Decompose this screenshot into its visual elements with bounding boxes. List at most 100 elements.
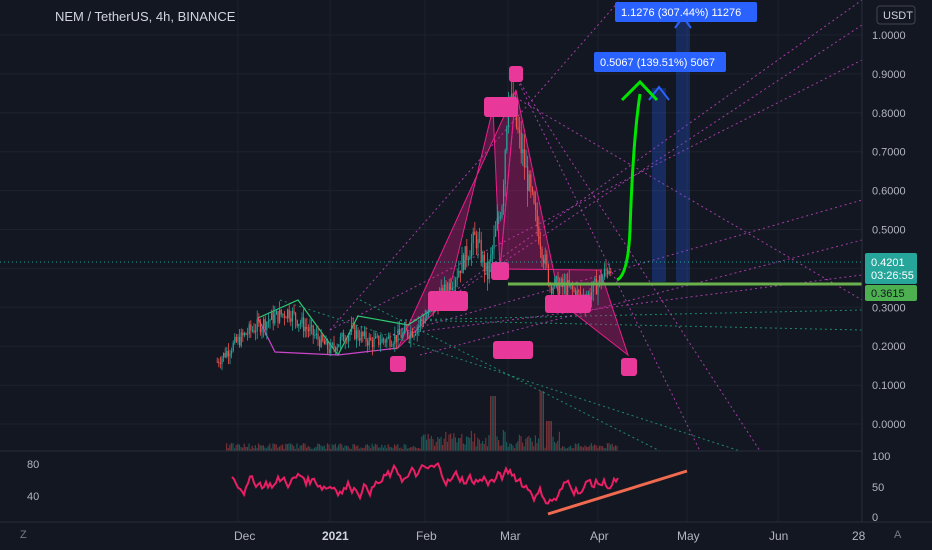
candle-body [378, 335, 380, 345]
pattern-wing-right[interactable] [499, 89, 629, 357]
projection-range-2[interactable] [676, 18, 690, 282]
candle-body [359, 337, 361, 341]
candle-body [405, 327, 407, 331]
candle-body [487, 262, 489, 280]
candle-body [451, 287, 454, 290]
measurement-label-box[interactable] [615, 2, 757, 22]
pattern-point-marker[interactable] [390, 356, 406, 372]
candle-body [317, 333, 319, 340]
pattern-point-marker[interactable] [545, 295, 591, 313]
candle-body [235, 336, 238, 342]
candle-body [533, 192, 535, 204]
candle-body [520, 132, 522, 154]
volume-bar [426, 439, 428, 451]
volume-bar [368, 445, 370, 451]
auto-scale-a-icon[interactable]: A [894, 529, 902, 541]
pattern-point-marker[interactable] [621, 358, 637, 376]
currency-badge[interactable]: USDT [876, 5, 916, 25]
volume-bar [363, 447, 365, 451]
pattern-point-marker[interactable] [493, 341, 533, 359]
candle-body [483, 254, 486, 272]
volume-bar [498, 440, 500, 451]
candle-body [464, 246, 466, 270]
volume-bar [306, 447, 308, 451]
current-price-label[interactable]: 0.4201 03:26:55 [0, 253, 917, 284]
candle-body [450, 282, 452, 290]
target-projections[interactable]: 0.5067 (139.51%) 5067 1.1276 (307.44%) 11… [594, 2, 757, 282]
volume-bar [557, 440, 559, 451]
candle-body [349, 331, 351, 336]
candle-body [280, 309, 282, 315]
candle-body [346, 341, 348, 343]
pattern-point-marker[interactable] [491, 262, 509, 280]
candle-body [303, 317, 305, 332]
volume-bar [453, 433, 455, 451]
volume-bar [542, 391, 544, 451]
volume-bar [323, 445, 325, 451]
support-price-value: 0.3615 [871, 288, 905, 300]
harmonic-pattern[interactable] [257, 89, 629, 357]
volume-bar [429, 438, 431, 451]
volume-bar [573, 448, 575, 451]
candle-body [407, 330, 409, 337]
volume-bar [291, 444, 293, 451]
price-tick-label: 0.9000 [872, 69, 906, 81]
candle-body [343, 333, 345, 342]
candle-body [495, 229, 497, 237]
volume-bar [322, 446, 324, 451]
rsi-trendline[interactable] [547, 469, 688, 516]
candle-body [216, 361, 218, 363]
candle-body [295, 312, 297, 321]
fan-line [392, 0, 863, 336]
volume-bar [424, 434, 426, 451]
candle-body [282, 313, 284, 315]
price-axis-ticks[interactable]: 1.00000.90000.80000.70000.60000.50000.40… [872, 30, 906, 431]
candle-body [411, 331, 414, 338]
volume-bar [382, 447, 384, 451]
projection-range-1[interactable] [652, 88, 666, 282]
candle-body [376, 335, 378, 337]
volume-bar [346, 445, 348, 451]
pattern-point-marker[interactable] [484, 97, 518, 117]
volume-bar [606, 443, 608, 451]
volume-bar [245, 446, 247, 451]
candle-body [338, 344, 340, 347]
candle-body [402, 332, 404, 338]
candle-body [504, 150, 506, 185]
volume-bar [456, 442, 458, 451]
candle-body [239, 337, 241, 346]
support-price-label[interactable]: 0.3615 [865, 285, 917, 301]
fan-line [399, 319, 863, 331]
measurement-label-box[interactable] [594, 52, 726, 72]
candle-body [418, 325, 420, 328]
volume-bars [226, 391, 618, 451]
volume-bar [240, 446, 242, 451]
candle-body [603, 268, 606, 278]
time-axis[interactable]: Dec 2021 Feb Mar Apr May Jun 28 [234, 529, 866, 543]
candle-body [309, 326, 311, 332]
measurement-label-text: 1.1276 (307.44%) 11276 [621, 7, 741, 19]
symbol-title[interactable]: NEM / TetherUS, 4h, BINANCE [55, 9, 236, 24]
volume-bar [358, 448, 360, 451]
pattern-point-marker[interactable] [428, 291, 468, 311]
pattern-point-marker[interactable] [509, 66, 523, 82]
candle-body [419, 319, 422, 326]
timezone-z-icon[interactable]: Z [20, 529, 27, 541]
volume-bar [355, 446, 357, 451]
candle-body [253, 329, 255, 333]
candle-body [288, 309, 290, 319]
pattern-point-markers[interactable] [390, 66, 637, 376]
fan-line [419, 239, 863, 356]
candle-body [315, 333, 318, 335]
time-label-2021: 2021 [322, 529, 349, 543]
volume-bar [554, 441, 556, 451]
candle-body [279, 309, 281, 323]
volume-bar [309, 446, 311, 451]
volume-bar [589, 445, 591, 451]
candle-body [461, 255, 463, 274]
volume-bar [550, 421, 552, 451]
candle-body [248, 324, 250, 334]
candle-body [296, 320, 298, 327]
volume-bar [302, 443, 304, 451]
